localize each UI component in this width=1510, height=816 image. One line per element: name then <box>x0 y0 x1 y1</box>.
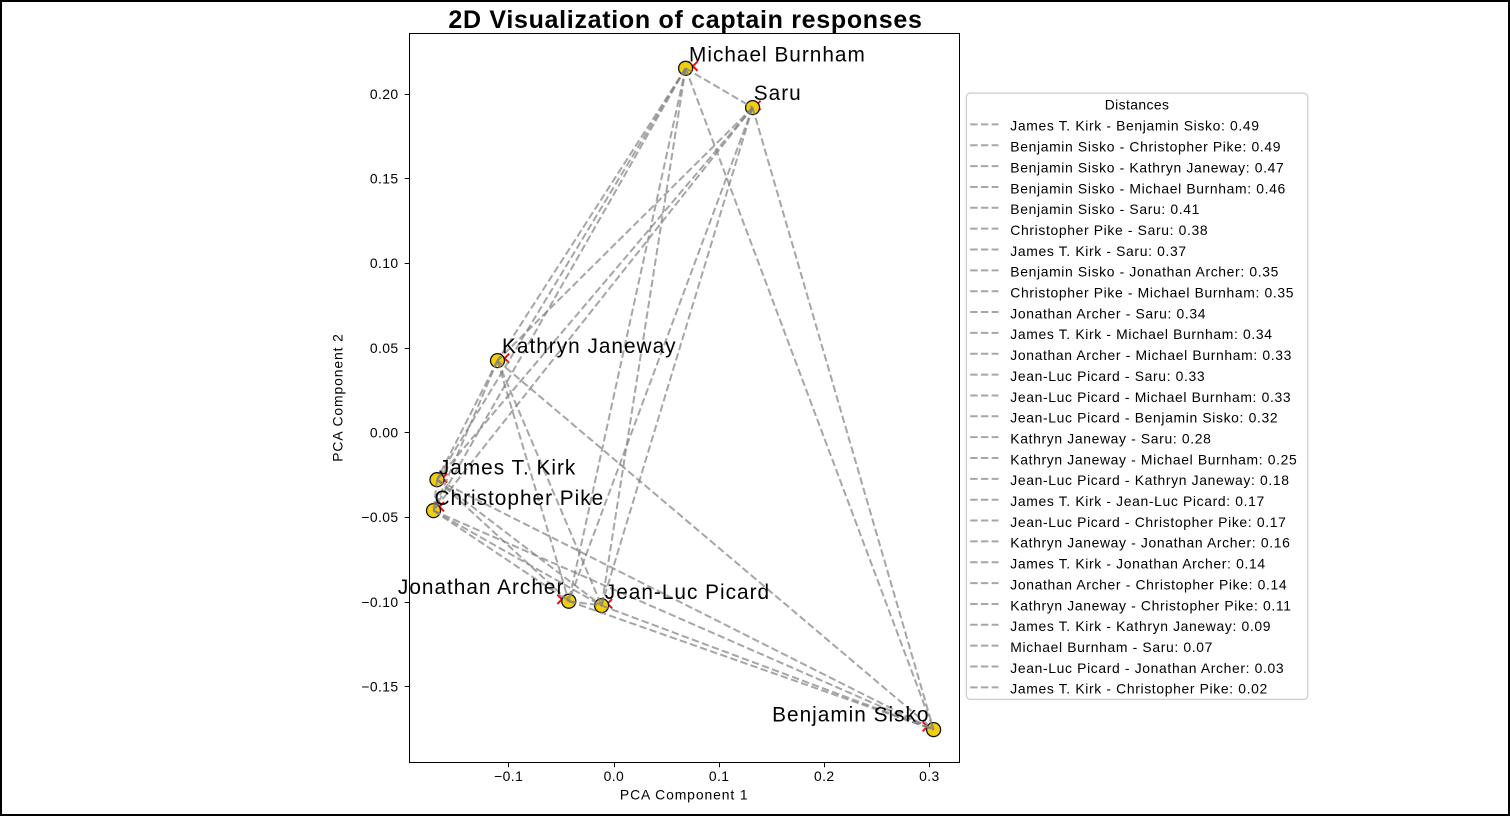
svg-text:PCA Component 1: PCA Component 1 <box>620 787 749 803</box>
svg-text:Benjamin Sisko: Benjamin Sisko <box>772 704 929 727</box>
svg-text:0.20: 0.20 <box>370 86 399 102</box>
svg-text:0.05: 0.05 <box>370 340 399 356</box>
svg-text:Benjamin Sisko - Saru: 0.41: Benjamin Sisko - Saru: 0.41 <box>1010 201 1200 217</box>
svg-text:Saru: Saru <box>754 82 802 105</box>
svg-text:James T. Kirk: James T. Kirk <box>439 456 576 479</box>
svg-text:Jean-Luc Picard - Benjamin Sis: Jean-Luc Picard - Benjamin Sisko: 0.32 <box>1010 410 1278 426</box>
svg-text:Kathryn Janeway - Saru: 0.28: Kathryn Janeway - Saru: 0.28 <box>1010 430 1211 446</box>
svg-text:0.3: 0.3 <box>919 768 940 784</box>
svg-text:Jonathan Archer: Jonathan Archer <box>398 576 564 599</box>
svg-text:James T. Kirk - Jonathan Arche: James T. Kirk - Jonathan Archer: 0.14 <box>1010 556 1265 572</box>
svg-text:0.0: 0.0 <box>604 768 625 784</box>
svg-text:James T. Kirk - Christopher Pi: James T. Kirk - Christopher Pike: 0.02 <box>1010 681 1268 697</box>
svg-text:0.00: 0.00 <box>370 425 399 441</box>
svg-text:−0.1: −0.1 <box>494 768 523 784</box>
svg-text:−0.10: −0.10 <box>361 594 398 610</box>
svg-text:Jean-Luc Picard - Michael Burn: Jean-Luc Picard - Michael Burnham: 0.33 <box>1010 389 1291 405</box>
svg-text:−0.05: −0.05 <box>361 509 398 525</box>
svg-text:Jean-Luc Picard - Jonathan Arc: Jean-Luc Picard - Jonathan Archer: 0.03 <box>1010 660 1284 676</box>
svg-text:Jean-Luc Picard: Jean-Luc Picard <box>605 581 770 604</box>
svg-text:0.10: 0.10 <box>370 255 399 271</box>
svg-text:Benjamin Sisko - Michael Burnh: Benjamin Sisko - Michael Burnham: 0.46 <box>1010 180 1286 196</box>
svg-text:Christopher Pike: Christopher Pike <box>435 487 605 510</box>
svg-text:Jean-Luc Picard - Kathryn Jane: Jean-Luc Picard - Kathryn Janeway: 0.18 <box>1010 472 1289 488</box>
svg-text:James T. Kirk - Benjamin Sisko: James T. Kirk - Benjamin Sisko: 0.49 <box>1010 118 1259 134</box>
svg-text:PCA Component 2: PCA Component 2 <box>330 333 346 462</box>
svg-text:James T. Kirk - Kathryn Janewa: James T. Kirk - Kathryn Janeway: 0.09 <box>1010 618 1271 634</box>
svg-text:Michael Burnham - Saru: 0.07: Michael Burnham - Saru: 0.07 <box>1010 639 1213 655</box>
svg-text:Jean-Luc Picard - Christopher: Jean-Luc Picard - Christopher Pike: 0.17 <box>1010 514 1286 530</box>
svg-text:0.1: 0.1 <box>709 768 730 784</box>
svg-text:Jonathan Archer - Christopher: Jonathan Archer - Christopher Pike: 0.14 <box>1010 576 1287 592</box>
svg-text:Distances: Distances <box>1105 96 1170 112</box>
svg-text:Jonathan Archer - Saru: 0.34: Jonathan Archer - Saru: 0.34 <box>1010 305 1206 321</box>
svg-text:Michael Burnham: Michael Burnham <box>689 43 866 66</box>
svg-text:Kathryn Janeway - Jonathan Arc: Kathryn Janeway - Jonathan Archer: 0.16 <box>1010 535 1290 551</box>
svg-text:Kathryn Janeway - Christopher: Kathryn Janeway - Christopher Pike: 0.11 <box>1010 597 1291 613</box>
svg-text:James T. Kirk - Michael Burnha: James T. Kirk - Michael Burnham: 0.34 <box>1010 326 1272 342</box>
svg-text:Jean-Luc Picard - Saru: 0.33: Jean-Luc Picard - Saru: 0.33 <box>1010 368 1205 384</box>
svg-text:−0.15: −0.15 <box>361 679 398 695</box>
svg-text:Kathryn Janeway: Kathryn Janeway <box>502 335 677 358</box>
svg-text:0.2: 0.2 <box>814 768 835 784</box>
svg-text:Benjamin Sisko - Jonathan Arch: Benjamin Sisko - Jonathan Archer: 0.35 <box>1010 264 1279 280</box>
svg-text:Kathryn Janeway - Michael Burn: Kathryn Janeway - Michael Burnham: 0.25 <box>1010 451 1297 467</box>
svg-text:Jonathan Archer - Michael Burn: Jonathan Archer - Michael Burnham: 0.33 <box>1010 347 1292 363</box>
svg-text:Benjamin Sisko - Christopher P: Benjamin Sisko - Christopher Pike: 0.49 <box>1010 139 1281 155</box>
svg-text:James T. Kirk - Jean-Luc Picar: James T. Kirk - Jean-Luc Picard: 0.17 <box>1010 493 1265 509</box>
svg-text:0.15: 0.15 <box>370 171 399 187</box>
svg-text:James T. Kirk - Saru: 0.37: James T. Kirk - Saru: 0.37 <box>1010 243 1186 259</box>
svg-text:Benjamin Sisko - Kathryn Janew: Benjamin Sisko - Kathryn Janeway: 0.47 <box>1010 159 1284 175</box>
svg-text:Christopher Pike - Saru: 0.38: Christopher Pike - Saru: 0.38 <box>1010 222 1208 238</box>
svg-text:2D Visualization of captain re: 2D Visualization of captain responses <box>448 6 922 34</box>
svg-text:Christopher Pike - Michael Bur: Christopher Pike - Michael Burnham: 0.35 <box>1010 285 1294 301</box>
